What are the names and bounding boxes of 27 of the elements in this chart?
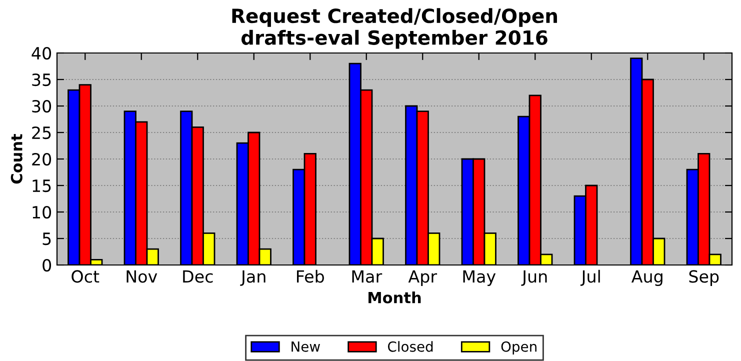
legend-label: Closed	[388, 341, 433, 352]
x-tick-label: Jan	[240, 270, 266, 286]
x-tick-label: Jun	[521, 270, 547, 286]
x-axis-title: Month	[368, 292, 421, 304]
y-tick-label: 10	[32, 206, 52, 219]
legend-label: New	[292, 342, 320, 352]
x-tick-label: Dec	[183, 270, 213, 283]
x-tick-label: Feb	[297, 270, 324, 283]
y-tick-label: 25	[32, 126, 51, 140]
y-tick-label: 5	[42, 232, 51, 246]
chart-title: Request Created/Closed/Open drafts-eval September 2016	[232, 8, 557, 49]
x-tick-label: Oct	[72, 270, 100, 283]
x-tick-label: Apr	[408, 270, 438, 286]
x-tick-label: Mar	[352, 270, 382, 283]
x-tick-label: Jul	[580, 270, 600, 286]
x-tick-label: Sep	[689, 270, 719, 286]
y-tick-label: 0	[42, 258, 52, 272]
x-tick-label: Nov	[126, 270, 158, 283]
y-tick-label: 20	[32, 152, 52, 166]
y-axis-title: Count	[10, 134, 22, 184]
x-tick-label: May	[463, 270, 496, 286]
y-tick-label: 15	[32, 180, 51, 192]
y-tick-label: 30	[32, 100, 52, 113]
y-tick-label: 40	[32, 46, 52, 60]
legend-label: Open	[501, 341, 536, 355]
x-tick-label: Aug	[631, 270, 662, 286]
y-tick-label: 35	[32, 73, 51, 86]
